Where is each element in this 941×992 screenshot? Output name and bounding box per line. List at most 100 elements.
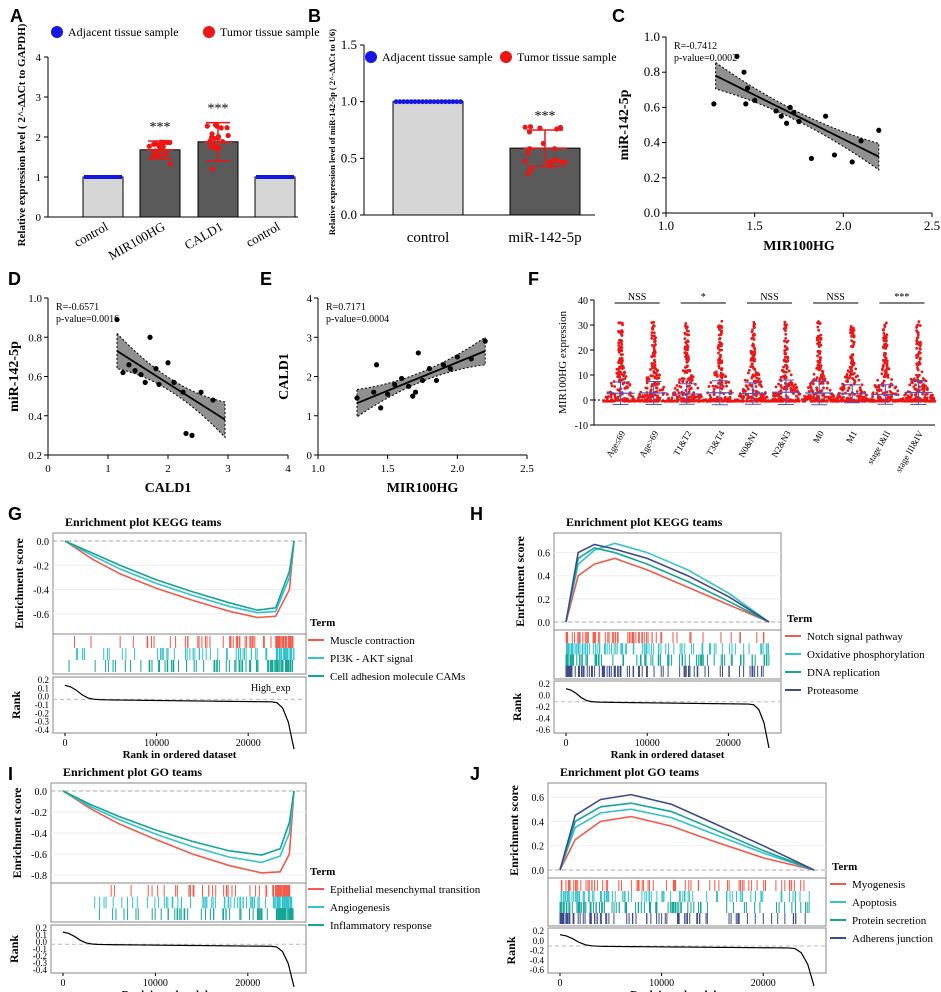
data-point <box>685 327 688 330</box>
data-point <box>712 387 716 391</box>
legend-label: Epithelial mesenchymal transition <box>330 884 481 896</box>
data-point <box>817 320 820 323</box>
data-point <box>915 329 918 332</box>
data-point <box>603 399 606 403</box>
data-point <box>712 398 716 401</box>
y-tick-label: 0.5 <box>341 150 357 165</box>
data-point <box>653 393 657 397</box>
data-point <box>848 373 852 377</box>
data-point <box>744 85 751 91</box>
x-axis-label: Rank in ordered dataset <box>630 989 744 992</box>
data-point <box>687 333 691 337</box>
data-point <box>626 399 630 403</box>
data-point <box>881 399 884 403</box>
data-point <box>720 376 724 380</box>
data-point <box>885 359 889 363</box>
data-point <box>812 399 815 403</box>
data-point <box>641 398 644 402</box>
data-point <box>609 381 613 385</box>
data-point <box>654 371 657 375</box>
rank-tick-label: 0.1 <box>38 683 49 693</box>
data-point <box>785 370 788 374</box>
data-point <box>687 378 690 382</box>
data-point <box>816 342 819 345</box>
data-point <box>619 370 623 374</box>
data-point <box>683 351 687 355</box>
data-point <box>714 370 718 374</box>
data-point <box>617 361 620 364</box>
data-point <box>852 363 856 367</box>
y-tick-label: -10 <box>575 421 588 432</box>
data-point <box>617 344 621 347</box>
rank-frame <box>50 924 307 974</box>
data-point <box>858 398 862 402</box>
data-point <box>885 343 889 347</box>
data-point <box>631 398 635 402</box>
data-point <box>743 378 747 382</box>
data-point <box>153 141 159 147</box>
data-point <box>645 386 649 390</box>
data-point <box>796 118 802 125</box>
y-axis-label: Relative expression level ( 2^-ΔΔCt to G… <box>16 23 28 246</box>
data-point <box>743 101 749 107</box>
data-point <box>809 381 813 385</box>
data-point <box>883 343 886 346</box>
data-point <box>399 375 405 382</box>
legend-marker-adjacent <box>365 51 377 63</box>
legend-label-tumor: Tumor tissue sample <box>220 25 320 39</box>
data-point <box>717 326 721 330</box>
data-point <box>167 161 173 167</box>
data-point <box>373 362 380 368</box>
regression-line <box>715 74 880 158</box>
data-point <box>631 395 635 399</box>
data-point <box>857 378 861 382</box>
data-point <box>419 377 426 384</box>
data-point <box>893 386 897 390</box>
x-tick-label: 1.0 <box>311 463 325 475</box>
y-tick-label: -0.8 <box>31 871 47 882</box>
y-tick-label: 3 <box>36 92 42 104</box>
data-point <box>650 331 654 334</box>
data-point <box>814 378 818 382</box>
panel-j-gsea: Enrichment plot GO teams0.60.40.20.0Enri… <box>504 765 933 992</box>
data-point <box>126 362 132 368</box>
data-point <box>120 369 126 376</box>
data-point <box>914 393 917 397</box>
data-point <box>825 386 829 390</box>
data-point <box>686 329 690 333</box>
panel-label-D: D <box>8 269 21 289</box>
data-point <box>777 394 780 398</box>
data-point <box>682 377 686 381</box>
data-point <box>823 395 827 399</box>
es-curve-2 <box>559 802 815 871</box>
data-point <box>171 379 177 385</box>
data-point <box>189 432 195 438</box>
es-curve-0 <box>64 540 295 619</box>
data-point <box>876 127 882 133</box>
stat-p: p-value=0.0002 <box>674 53 737 64</box>
data-point <box>679 397 683 400</box>
data-point <box>686 344 690 348</box>
data-point <box>748 399 752 403</box>
legend-label: Notch signal pathway <box>807 631 903 643</box>
data-point <box>915 347 919 350</box>
y-tick-label: 4 <box>36 52 42 64</box>
y-axis-label: CALD1 <box>277 353 292 400</box>
data-point <box>876 378 880 382</box>
data-point <box>835 395 839 399</box>
data-point <box>786 359 790 363</box>
data-point <box>783 349 787 353</box>
data-point <box>617 341 621 345</box>
data-point <box>781 370 785 373</box>
data-point <box>723 396 727 399</box>
data-point <box>783 120 790 126</box>
legend-title: Term <box>310 866 335 878</box>
data-point <box>718 355 722 359</box>
legend-label: Muscle contraction <box>330 635 415 647</box>
data-point <box>645 376 649 380</box>
data-point <box>837 399 841 403</box>
es-curve-0 <box>62 790 295 874</box>
data-point <box>815 338 819 342</box>
data-point <box>794 386 798 389</box>
y-tick-label: 0 <box>307 450 313 462</box>
